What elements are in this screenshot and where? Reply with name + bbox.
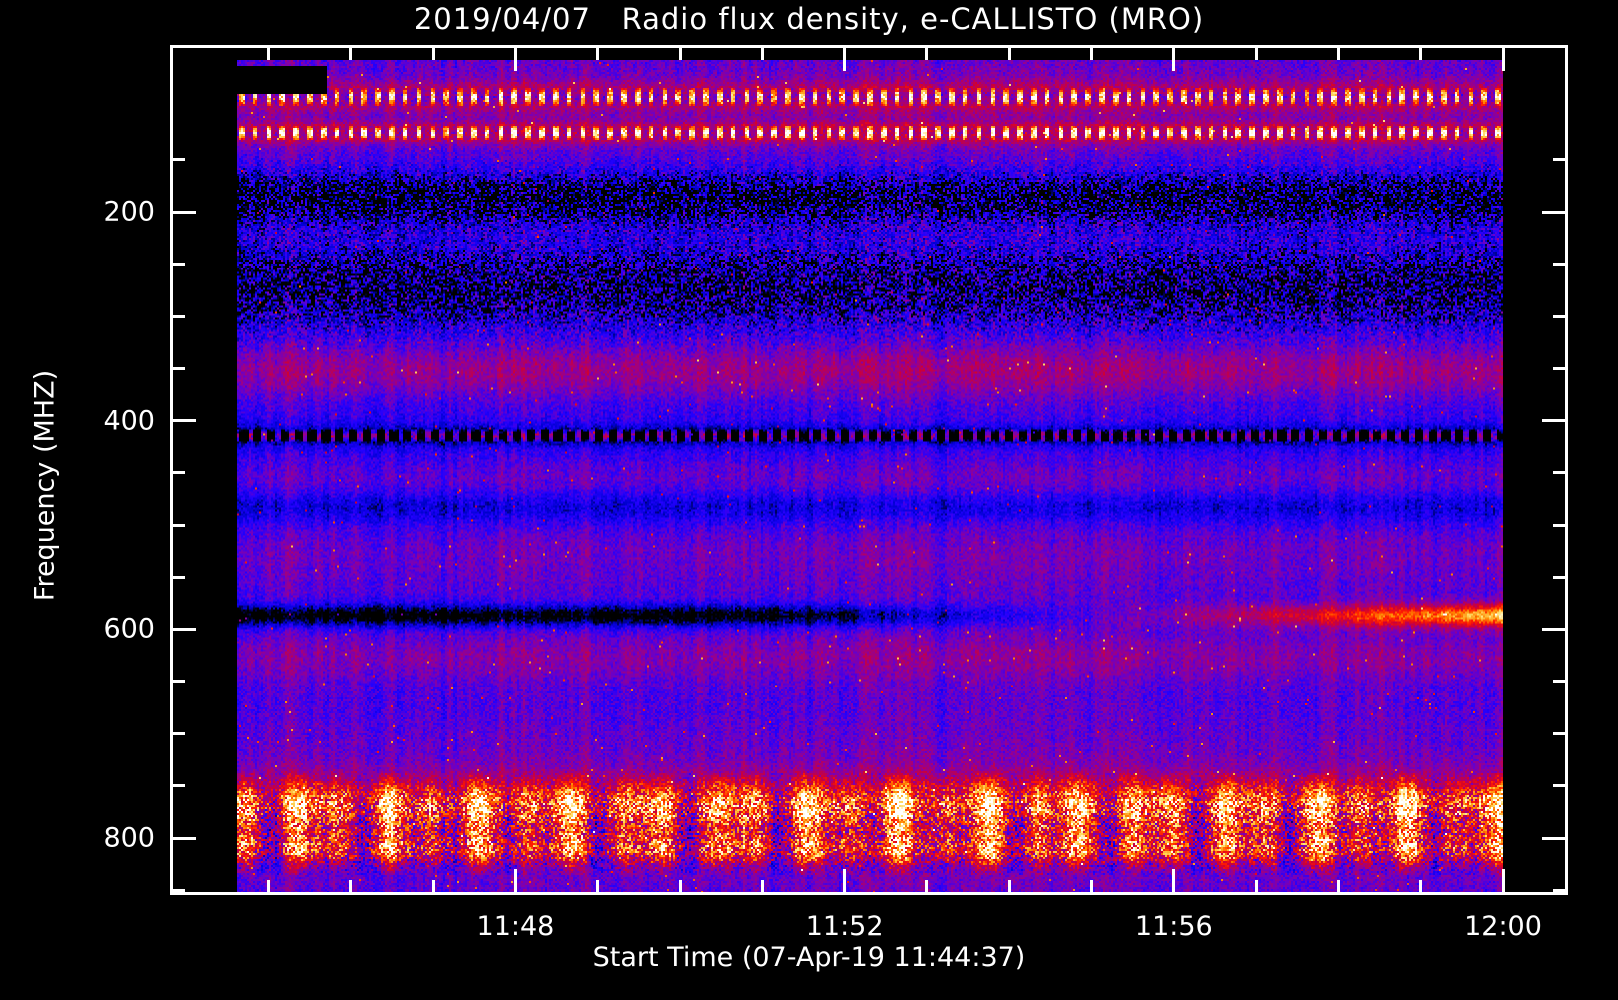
x-tick-minor — [1419, 45, 1423, 60]
y-tick-major — [1542, 210, 1568, 214]
y-tick-minor — [1553, 732, 1568, 736]
x-tick-major — [513, 45, 517, 71]
y-tick-major — [170, 210, 196, 214]
y-tick-major — [1542, 627, 1568, 631]
x-tick-minor — [1007, 880, 1011, 895]
y-tick-minor — [170, 784, 185, 788]
x-tick-minor — [1090, 45, 1094, 60]
x-tick-minor — [760, 880, 764, 895]
x-tick-major — [513, 869, 517, 895]
y-axis-title: Frequency (MHZ) — [29, 369, 61, 602]
x-tick-minor — [1254, 880, 1258, 895]
x-tick-minor — [1007, 45, 1011, 60]
y-tick-minor — [170, 158, 185, 162]
x-tick-minor — [1090, 880, 1094, 895]
x-tick-major — [1172, 869, 1176, 895]
x-tick-minor — [1336, 45, 1340, 60]
y-tick-label: 600 — [103, 613, 155, 645]
y-tick-minor — [1553, 888, 1568, 892]
x-tick-minor — [431, 880, 435, 895]
x-tick-major — [843, 45, 847, 71]
x-tick-minor — [678, 880, 682, 895]
x-axis-title: Start Time (07-Apr-19 11:44:37) — [592, 942, 1026, 973]
y-tick-minor — [170, 680, 185, 683]
y-tick-major — [170, 836, 196, 840]
y-tick-minor — [170, 314, 185, 318]
y-tick-minor — [1553, 784, 1568, 788]
x-tick-major — [1172, 45, 1176, 71]
y-tick-minor — [1553, 680, 1568, 683]
x-tick-minor — [678, 45, 682, 60]
x-tick-minor — [267, 880, 271, 895]
x-tick-major — [843, 869, 847, 895]
y-tick-major — [1542, 419, 1568, 423]
x-tick-label: 11:48 — [476, 911, 555, 942]
y-tick-minor — [170, 523, 185, 527]
y-tick-label: 800 — [103, 822, 155, 854]
x-tick-label: 12:00 — [1464, 911, 1542, 942]
y-tick-major — [1542, 836, 1568, 840]
x-tick-minor — [925, 880, 929, 895]
y-tick-minor — [1553, 367, 1568, 370]
x-tick-minor — [760, 45, 764, 60]
x-tick-minor — [596, 45, 600, 60]
x-tick-minor — [349, 880, 353, 895]
y-tick-minor — [170, 888, 185, 892]
axes-frame — [170, 45, 1568, 895]
y-tick-minor — [1553, 523, 1568, 527]
y-tick-minor — [170, 732, 185, 736]
x-tick-minor — [431, 45, 435, 60]
y-tick-minor — [170, 367, 185, 370]
y-tick-minor — [1553, 158, 1568, 162]
x-tick-major — [1501, 869, 1505, 895]
y-tick-minor — [170, 262, 185, 266]
x-tick-label: 11:56 — [1134, 911, 1213, 942]
x-tick-minor — [1254, 45, 1258, 60]
x-tick-minor — [925, 45, 929, 60]
x-tick-minor — [1336, 880, 1340, 895]
page-title: 2019/04/07 Radio flux density, e-CALLIST… — [413, 2, 1205, 36]
y-tick-label: 200 — [103, 196, 155, 228]
y-tick-minor — [1553, 575, 1568, 579]
y-tick-label: 400 — [103, 405, 155, 437]
y-tick-major — [170, 627, 196, 631]
x-tick-minor — [267, 45, 271, 60]
x-tick-major — [1501, 45, 1505, 71]
spectrogram-canvas — [237, 60, 1503, 895]
y-tick-minor — [1553, 471, 1568, 475]
x-tick-label: 11:52 — [805, 911, 884, 942]
x-tick-minor — [349, 45, 353, 60]
y-tick-major — [170, 419, 196, 423]
x-tick-minor — [596, 880, 600, 895]
x-tick-minor — [1419, 880, 1423, 895]
y-tick-minor — [1553, 262, 1568, 266]
y-tick-minor — [1553, 314, 1568, 318]
y-tick-minor — [170, 471, 185, 475]
y-tick-minor — [170, 575, 185, 579]
